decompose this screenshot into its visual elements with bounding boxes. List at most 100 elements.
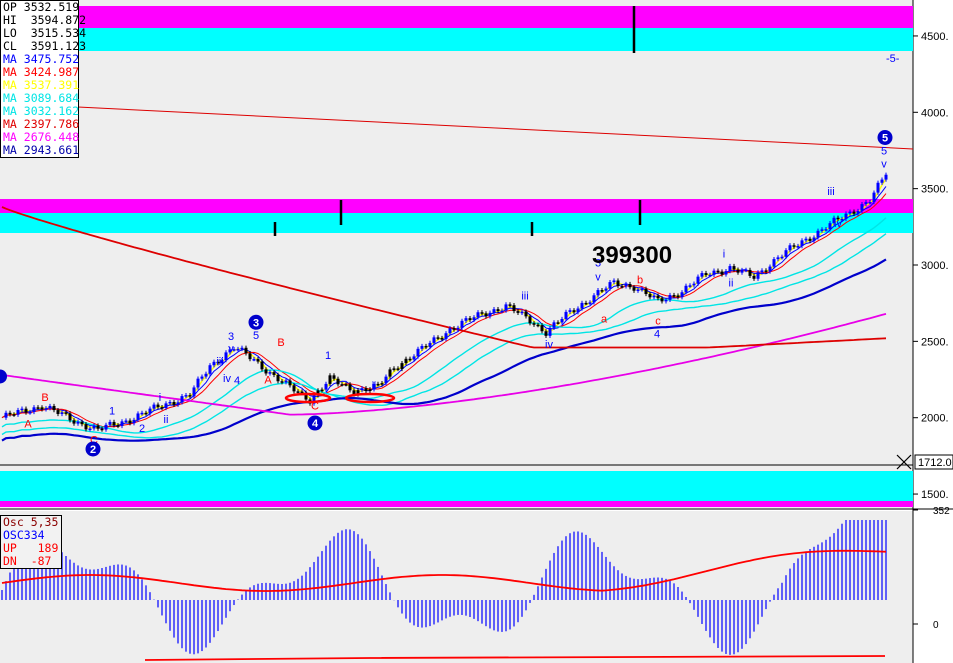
candle-body-181	[724, 271, 728, 275]
price-tick-label-2: 3500.	[921, 184, 949, 196]
candle-body-80	[320, 389, 324, 392]
candle-body-105	[420, 345, 424, 349]
price-panel-background	[0, 0, 913, 508]
wave-label-24: c	[655, 316, 661, 328]
candle-body-2	[8, 412, 12, 415]
upper-cyan-band	[0, 28, 913, 51]
candle-body-28	[112, 421, 116, 426]
candle-body-177	[708, 274, 712, 277]
price-axis-background	[913, 0, 953, 663]
candle-body-97	[388, 369, 392, 377]
wave-circle-0	[85, 441, 101, 457]
candle-body-58	[232, 349, 236, 351]
candle-body-152	[608, 282, 612, 289]
wave-circle-2	[307, 415, 323, 431]
wave-label-14: A	[264, 374, 272, 386]
candle-body-201	[804, 238, 808, 241]
wave-label-27: ii	[729, 277, 734, 289]
wave-label-3: C	[90, 435, 98, 447]
candle-body-72	[288, 380, 292, 386]
candle-body-205	[820, 229, 824, 231]
osc-up-line	[1, 549, 887, 592]
candle-body-194	[776, 257, 780, 260]
legend-main-row-8: MA 3032.162	[3, 104, 80, 118]
wave-label-20: 3	[595, 258, 601, 270]
candle-body-19	[76, 421, 80, 424]
candle-body-85	[340, 384, 344, 386]
middle-cyan-band	[0, 213, 913, 233]
crosshair-cursor	[896, 454, 912, 470]
legend-main-row-3: CL 3591.123	[3, 39, 87, 53]
candle-body-30	[120, 421, 124, 426]
wave-label-30: 5	[881, 145, 887, 157]
candle-body-83	[332, 375, 336, 379]
wave-label-17: ii	[372, 380, 377, 392]
long-term-trendline	[0, 102, 914, 150]
candle-body-212	[848, 211, 852, 214]
candle-body-147	[588, 302, 592, 304]
candle-body-36	[144, 412, 148, 415]
candle-body-199	[796, 246, 800, 248]
candle-body-165	[660, 298, 664, 302]
candle-body-67	[268, 372, 272, 374]
lower-cyan-band	[0, 471, 913, 501]
candle-body-120	[480, 312, 484, 314]
candle-body-220	[880, 179, 884, 183]
candle-body-113	[452, 328, 456, 330]
candle-body-169	[676, 295, 680, 298]
candle-body-47	[188, 395, 192, 397]
candle-body-54	[216, 361, 220, 364]
candle-body-55	[220, 360, 224, 364]
wave-label-4: 2	[139, 423, 145, 435]
candle-body-198	[792, 245, 796, 247]
candle-body-61	[244, 347, 248, 354]
wave-label-13: B	[277, 337, 284, 349]
wave-circle-1	[248, 314, 264, 330]
candle-body-7	[28, 412, 32, 414]
candle-body-27	[108, 421, 112, 425]
candle-body-39	[156, 404, 160, 408]
candle-body-202	[808, 238, 812, 241]
candle-body-42	[168, 401, 172, 404]
candle-body-172	[688, 285, 692, 287]
wave-label-21: v	[595, 271, 601, 283]
candle-body-75	[300, 391, 304, 394]
candle-body-20	[80, 421, 84, 425]
ma-cyan-line-2	[1, 233, 887, 439]
candle-body-119	[476, 312, 480, 318]
candle-body-102	[408, 358, 412, 361]
candle-body-173	[692, 283, 696, 286]
candle-body-141	[564, 311, 568, 320]
candle-body-206	[824, 229, 828, 231]
wave-circle-edge	[0, 369, 7, 384]
candle-body-96	[384, 376, 388, 384]
candle-body-214	[856, 211, 860, 214]
wave-label-5: i	[159, 392, 161, 404]
candle-body-156	[624, 284, 628, 287]
lower-magenta-band	[0, 501, 913, 507]
candle-body-187	[748, 269, 752, 276]
wave-label-19: iv	[545, 339, 553, 351]
wave-label-10: v	[228, 343, 234, 355]
candle-body-175	[700, 273, 704, 277]
candle-body-4	[16, 409, 20, 415]
cursor-price-label: 1712.0	[918, 457, 952, 469]
candle-body-50	[200, 376, 204, 379]
candle-body-163	[652, 295, 656, 298]
candle-body-148	[592, 295, 596, 303]
candle-body-207	[828, 223, 832, 230]
candle-body-185	[740, 269, 744, 273]
price-tick-label-0: 4500.	[921, 31, 949, 43]
candle-body-31	[124, 420, 128, 423]
candle-body-189	[756, 272, 760, 279]
candle-body-15	[60, 412, 64, 414]
price-legend: OP 3532.519 HI 3594.872 LO 3515.534 CL 3591…	[0, 0, 87, 158]
wave-label-1: B	[41, 392, 48, 404]
candle-body-22	[88, 428, 92, 430]
wave-circle-3	[877, 129, 893, 145]
wave-circle-label-1: 3	[253, 317, 259, 329]
candle-body-145	[580, 302, 584, 309]
candle-body-29	[116, 425, 120, 427]
candle-body-73	[292, 385, 296, 392]
